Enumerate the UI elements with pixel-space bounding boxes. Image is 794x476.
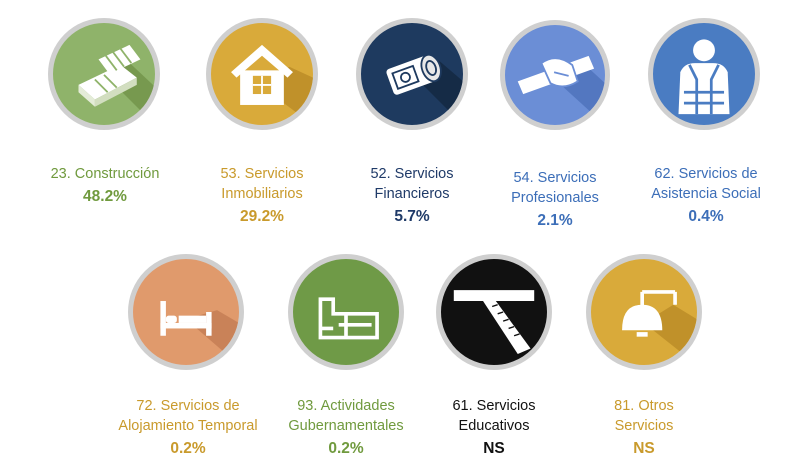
sector-circle-construccion [48, 18, 160, 130]
sector-circle-educativos [436, 254, 552, 370]
sector-circle-otros-servicios [586, 254, 702, 370]
sector-value: 0.4% [688, 208, 724, 225]
sector-circle-asistencia-social [648, 18, 760, 130]
sector-title-line: 62. Servicios de [654, 166, 758, 182]
government-buildings-icon [318, 297, 379, 340]
sector-title-line: 53. Servicios [220, 166, 304, 182]
sector-value: 0.2% [170, 440, 206, 457]
sector-circle-profesionales [500, 20, 610, 130]
sector-title-line: 72. Servicios de [136, 398, 240, 414]
sector-title-line: 23. Construcción [50, 166, 160, 182]
sector-title-line: Alojamiento Temporal [118, 418, 258, 434]
hand-scroll-icon [517, 55, 605, 125]
sector-title-line: Asistencia Social [651, 186, 761, 202]
sector-label-construccion: 23. Construcción 48.2% [20, 164, 190, 207]
sector-label-alojamiento-temporal: 72. Servicios de Alojamiento Temporal 0.… [98, 396, 278, 459]
sector-value: NS [633, 440, 655, 457]
t-square-ruler-icon [453, 290, 535, 355]
vest-person-icon [678, 39, 730, 115]
sector-label-profesionales: 54. Servicios Profesionales 2.1% [478, 168, 632, 231]
sector-title-line: 81. Otros [614, 398, 674, 414]
sector-circle-inmobiliarios [206, 18, 318, 130]
sector-label-financieros: 52. Servicios Financieros 5.7% [334, 164, 490, 227]
sector-value: 29.2% [240, 208, 284, 225]
sector-value: 48.2% [83, 188, 127, 205]
sector-title-line: 52. Servicios [370, 166, 454, 182]
sector-title-line: Profesionales [511, 190, 599, 206]
sector-title-line: Inmobiliarios [221, 186, 303, 202]
sector-circle-financieros [356, 18, 468, 130]
sector-label-asistencia-social: 62. Servicios de Asistencia Social 0.4% [624, 164, 788, 227]
sector-title-line: Educativos [458, 418, 530, 434]
bricks-icon [78, 44, 155, 125]
sector-label-educativos: 61. Servicios Educativos NS [418, 396, 570, 459]
sector-circle-gubernamentales [288, 254, 404, 370]
sector-title-line: 93. Actividades [297, 398, 395, 414]
sector-title-line: 54. Servicios [513, 170, 597, 186]
sector-circle-alojamiento-temporal [128, 254, 244, 370]
lamp-icon [622, 290, 697, 365]
sector-title-line: Servicios [614, 418, 674, 434]
sector-value: 5.7% [394, 208, 430, 225]
sector-title-line: Financieros [374, 186, 450, 202]
bed-icon [160, 301, 239, 365]
sector-value: 0.2% [328, 440, 364, 457]
sector-label-otros-servicios: 81. Otros Servicios NS [568, 396, 720, 459]
sector-label-gubernamentales: 93. Actividades Gubernamentales 0.2% [268, 396, 424, 459]
sector-title-line: 61. Servicios [452, 398, 536, 414]
sector-title-line: Gubernamentales [288, 418, 404, 434]
house-icon [231, 44, 313, 125]
sector-label-inmobiliarios: 53. Servicios Inmobiliarios 29.2% [182, 164, 342, 227]
sector-value: NS [483, 440, 505, 457]
money-roll-icon [386, 53, 463, 125]
sector-value: 2.1% [537, 212, 573, 229]
